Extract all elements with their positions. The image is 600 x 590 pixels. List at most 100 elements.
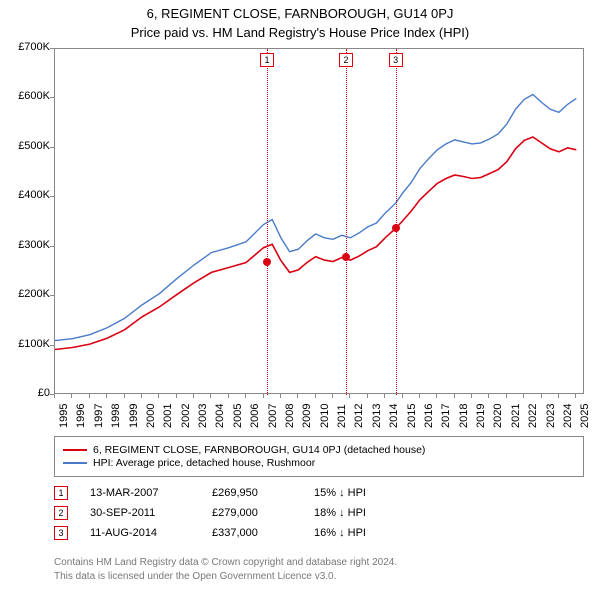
x-axis-tick-label: 2003 xyxy=(197,404,209,428)
event-marker-dot xyxy=(263,258,271,266)
x-axis-tick-mark xyxy=(141,394,142,398)
y-axis-tick-mark xyxy=(50,48,54,49)
y-axis-tick-label: £200K xyxy=(6,288,50,300)
x-axis-tick-label: 1998 xyxy=(110,404,122,428)
y-axis-tick-label: £700K xyxy=(6,41,50,53)
x-axis-tick-label: 2012 xyxy=(353,404,365,428)
y-axis-tick-label: £500K xyxy=(6,140,50,152)
x-axis-tick-label: 2025 xyxy=(579,404,591,428)
x-axis-tick-label: 2017 xyxy=(440,404,452,428)
x-axis-tick-mark xyxy=(367,394,368,398)
y-axis-tick-label: £600K xyxy=(6,90,50,102)
series-price_paid xyxy=(55,137,576,350)
x-axis-tick-label: 2013 xyxy=(371,404,383,428)
x-axis-tick-mark xyxy=(471,394,472,398)
x-axis-tick-mark xyxy=(193,394,194,398)
x-axis-tick-mark xyxy=(158,394,159,398)
x-axis-tick-label: 2007 xyxy=(267,404,279,428)
legend-item: 6, REGIMENT CLOSE, FARNBOROUGH, GU14 0PJ… xyxy=(63,444,575,456)
legend-label: 6, REGIMENT CLOSE, FARNBOROUGH, GU14 0PJ… xyxy=(93,444,425,456)
x-axis-tick-label: 2019 xyxy=(475,404,487,428)
x-axis-tick-label: 2022 xyxy=(527,404,539,428)
y-axis-tick-mark xyxy=(50,345,54,346)
event-marker-box: 1 xyxy=(260,53,274,67)
x-axis-tick-label: 2004 xyxy=(214,404,226,428)
y-axis-tick-mark xyxy=(50,295,54,296)
chart-legend: 6, REGIMENT CLOSE, FARNBOROUGH, GU14 0PJ… xyxy=(54,436,584,477)
x-axis-tick-mark xyxy=(245,394,246,398)
x-axis-tick-mark xyxy=(541,394,542,398)
x-axis-tick-mark xyxy=(419,394,420,398)
event-table-pct: 15% ↓ HPI xyxy=(314,487,404,499)
x-axis-tick-mark xyxy=(176,394,177,398)
x-axis-tick-mark xyxy=(54,394,55,398)
y-axis-tick-mark xyxy=(50,147,54,148)
x-axis-tick-mark xyxy=(436,394,437,398)
x-axis-tick-mark xyxy=(280,394,281,398)
x-axis-tick-label: 2021 xyxy=(510,404,522,428)
event-table-date: 11-AUG-2014 xyxy=(90,527,190,539)
event-table-row: 1 13-MAR-2007 £269,950 15% ↓ HPI xyxy=(54,486,404,500)
event-marker-line xyxy=(396,49,397,395)
legend-swatch xyxy=(63,449,87,451)
legend-label: HPI: Average price, detached house, Rush… xyxy=(93,457,315,469)
footer-line1: Contains HM Land Registry data © Crown c… xyxy=(54,556,584,570)
x-axis-tick-mark xyxy=(106,394,107,398)
y-axis-tick-mark xyxy=(50,97,54,98)
event-table-price: £269,950 xyxy=(212,487,292,499)
x-axis-tick-label: 1997 xyxy=(93,404,105,428)
x-axis-tick-mark xyxy=(558,394,559,398)
x-axis-tick-mark xyxy=(402,394,403,398)
event-marker-box: 2 xyxy=(339,53,353,67)
x-axis-tick-mark xyxy=(488,394,489,398)
x-axis-tick-label: 2020 xyxy=(492,404,504,428)
x-axis-tick-label: 2015 xyxy=(406,404,418,428)
event-table-box: 2 xyxy=(54,506,68,520)
x-axis-tick-mark xyxy=(384,394,385,398)
x-axis-tick-mark xyxy=(523,394,524,398)
x-axis-tick-label: 2009 xyxy=(301,404,313,428)
x-axis-tick-label: 2010 xyxy=(319,404,331,428)
footer-line2: This data is licensed under the Open Gov… xyxy=(54,570,584,584)
x-axis-tick-label: 2001 xyxy=(162,404,174,428)
chart-plot-area: 1 2 3 xyxy=(54,48,584,394)
x-axis-tick-label: 2023 xyxy=(545,404,557,428)
x-axis-tick-mark xyxy=(349,394,350,398)
x-axis-tick-label: 1996 xyxy=(75,404,87,428)
x-axis-tick-mark xyxy=(332,394,333,398)
x-axis-tick-mark xyxy=(89,394,90,398)
x-axis-tick-label: 1995 xyxy=(58,404,70,428)
event-marker-box: 3 xyxy=(389,53,403,67)
event-table: 113-MAR-2007£269,95015% ↓ HPI230-SEP-201… xyxy=(54,480,404,546)
chart-title-address: 6, REGIMENT CLOSE, FARNBOROUGH, GU14 0PJ xyxy=(0,0,600,21)
event-table-date: 13-MAR-2007 xyxy=(90,487,190,499)
event-marker-line xyxy=(267,49,268,395)
legend-swatch xyxy=(63,462,87,464)
event-marker-dot xyxy=(342,253,350,261)
x-axis-tick-label: 2011 xyxy=(336,404,348,428)
event-table-price: £279,000 xyxy=(212,507,292,519)
x-axis-tick-label: 2000 xyxy=(145,404,157,428)
event-table-box: 3 xyxy=(54,526,68,540)
footer-attribution: Contains HM Land Registry data © Crown c… xyxy=(54,556,584,583)
x-axis-tick-label: 2008 xyxy=(284,404,296,428)
event-table-box: 1 xyxy=(54,486,68,500)
x-axis-tick-mark xyxy=(71,394,72,398)
event-table-price: £337,000 xyxy=(212,527,292,539)
x-axis-tick-mark xyxy=(210,394,211,398)
x-axis-tick-mark xyxy=(228,394,229,398)
y-axis-tick-label: £100K xyxy=(6,338,50,350)
series-hpi xyxy=(55,95,576,341)
x-axis-tick-mark xyxy=(454,394,455,398)
x-axis-tick-label: 2006 xyxy=(249,404,261,428)
y-axis-tick-label: £300K xyxy=(6,239,50,251)
chart-lines xyxy=(55,49,585,395)
x-axis-tick-mark xyxy=(575,394,576,398)
y-axis-tick-label: £400K xyxy=(6,189,50,201)
x-axis-tick-mark xyxy=(263,394,264,398)
y-axis-tick-mark xyxy=(50,246,54,247)
x-axis-tick-label: 2005 xyxy=(232,404,244,428)
x-axis-tick-mark xyxy=(124,394,125,398)
event-marker-dot xyxy=(392,224,400,232)
chart-title-subtitle: Price paid vs. HM Land Registry's House … xyxy=(0,21,600,40)
